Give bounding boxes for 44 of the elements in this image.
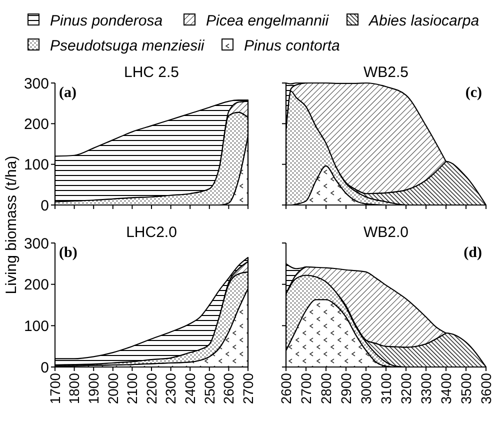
x-tick-label: 3100 [378, 372, 394, 404]
y-tick-label: 200 [24, 276, 49, 294]
x-tick-label: 2700 [240, 372, 256, 404]
legend-label: Picea engelmannii [206, 12, 330, 30]
x-tick-label: 2900 [338, 372, 354, 404]
y-axis-title: Living biomass (t/ha) [3, 156, 20, 294]
chart-title: WB2.0 [363, 224, 409, 241]
x-tick-label: 2300 [162, 372, 179, 404]
x-tick-label: 3000 [358, 372, 374, 404]
y-tick-label: 200 [24, 116, 49, 133]
y-tick-label: 100 [24, 318, 49, 335]
x-tick-label: 2600 [278, 372, 294, 404]
legend-label: Pinus ponderosa [50, 12, 163, 30]
legend-label: Abies lasiocarpa [368, 12, 480, 30]
y-tick-label: 300 [24, 235, 49, 252]
x-tick-label: 2700 [298, 372, 314, 404]
chart-title: LHC2.0 [126, 224, 177, 241]
x-tick-label: 2200 [143, 372, 160, 404]
legend-label: Pinus contorta [244, 37, 340, 54]
annotation: (a) [59, 85, 76, 101]
legend-label: Pseudotsuga menziesii [50, 37, 205, 54]
chart-title: LHC 2.5 [124, 64, 180, 81]
chart-title: WB2.5 [363, 64, 409, 81]
x-tick-label: 2100 [124, 372, 140, 404]
x-tick-label: 2000 [104, 372, 121, 404]
x-tick-label: 3400 [438, 372, 454, 404]
y-tick-label: 0 [40, 359, 49, 376]
x-tick-label: 3300 [418, 372, 434, 404]
x-tick-label: 1800 [66, 372, 82, 404]
y-tick-label: 100 [24, 156, 49, 174]
x-tick-label: 1900 [86, 372, 102, 404]
annotation: (b) [59, 245, 78, 261]
x-tick-label: 2600 [220, 372, 237, 404]
x-tick-label: 1700 [46, 372, 63, 404]
x-tick-label: 2500 [201, 372, 218, 404]
y-tick-label: 300 [24, 75, 49, 92]
x-tick-label: 2400 [182, 372, 198, 404]
x-tick-label: 3200 [398, 372, 414, 404]
y-tick-label: 0 [40, 197, 49, 214]
x-tick-label: 3600 [478, 372, 492, 404]
x-tick-label: 2800 [318, 372, 334, 404]
annotation: (c) [465, 85, 482, 101]
x-tick-label: 3500 [458, 372, 474, 404]
annotation: (d) [464, 245, 482, 261]
